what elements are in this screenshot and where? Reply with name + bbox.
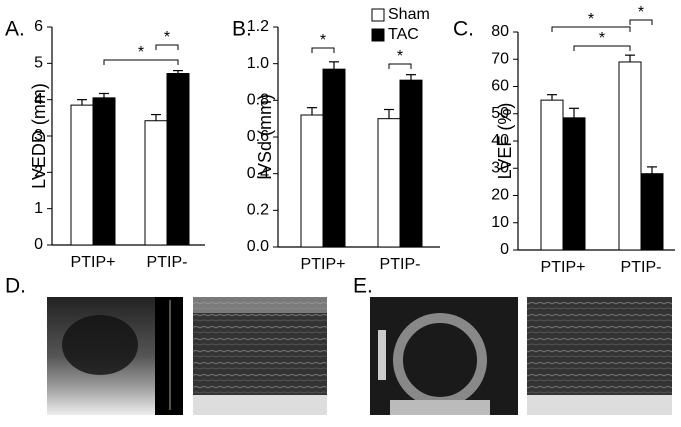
y-axis-title: IVSd (mm) bbox=[255, 94, 275, 180]
image-d1 bbox=[47, 297, 183, 415]
y-tick-label: 60 bbox=[491, 78, 509, 95]
image-e2 bbox=[527, 297, 672, 415]
significance-mark: * bbox=[164, 29, 170, 46]
x-tick-label: PTIP- bbox=[621, 259, 662, 276]
y-tick-label: 0.4 bbox=[247, 165, 269, 182]
x-tick-label: PTIP- bbox=[380, 256, 421, 273]
bar bbox=[70, 104, 94, 246]
bar bbox=[399, 79, 423, 248]
significance-mark: * bbox=[638, 4, 644, 21]
x-tick-label: PTIP- bbox=[147, 254, 188, 271]
y-tick-label: 40 bbox=[491, 132, 509, 149]
bar bbox=[92, 97, 116, 246]
legend-label: Sham bbox=[388, 6, 430, 23]
significance-bracket bbox=[311, 47, 335, 53]
bar bbox=[562, 117, 586, 251]
y-tick-label: 20 bbox=[491, 187, 509, 204]
image-e1 bbox=[370, 297, 518, 415]
y-axis-title: LVEDD (mm) bbox=[29, 83, 49, 189]
significance-mark: * bbox=[599, 30, 605, 47]
panel-label: E. bbox=[353, 275, 373, 298]
significance-mark: * bbox=[138, 44, 144, 61]
y-tick-label: 0.2 bbox=[247, 202, 269, 219]
panel-label: B. bbox=[232, 18, 252, 41]
x-tick-label: PTIP+ bbox=[541, 259, 586, 276]
y-tick-label: 0.6 bbox=[247, 128, 269, 145]
significance-mark: * bbox=[588, 11, 594, 28]
y-tick-label: 6 bbox=[34, 18, 43, 35]
panel-label: C. bbox=[453, 18, 474, 41]
significance-bracket bbox=[551, 26, 631, 32]
y-tick-label: 10 bbox=[491, 214, 509, 231]
bar bbox=[640, 173, 664, 251]
significance-bracket bbox=[573, 45, 631, 51]
y-tick-label: 70 bbox=[491, 50, 509, 67]
y-tick-label: 4 bbox=[34, 91, 43, 108]
significance-bracket bbox=[388, 63, 412, 69]
legend-label: TAC bbox=[388, 26, 419, 43]
x-tick-label: PTIP+ bbox=[71, 254, 116, 271]
x-tick-label: PTIP+ bbox=[301, 256, 346, 273]
bar bbox=[377, 118, 401, 248]
bar bbox=[322, 68, 346, 248]
significance-mark: * bbox=[397, 48, 403, 65]
significance-bracket bbox=[103, 59, 179, 65]
legend-swatch bbox=[371, 8, 385, 22]
y-tick-label: 2 bbox=[34, 164, 43, 181]
y-axis-title: LVEF (%) bbox=[495, 103, 515, 180]
significance-bracket bbox=[629, 19, 653, 25]
significance-mark: * bbox=[320, 32, 326, 49]
y-tick-label: 50 bbox=[491, 105, 509, 122]
bar bbox=[144, 120, 168, 246]
image-d2 bbox=[193, 297, 327, 415]
y-tick-label: 0.0 bbox=[247, 238, 269, 255]
panel-label: D. bbox=[5, 275, 26, 298]
legend-swatch bbox=[371, 28, 385, 42]
y-tick-label: 30 bbox=[491, 159, 509, 176]
significance-bracket bbox=[155, 44, 179, 50]
y-tick-label: 1 bbox=[34, 200, 43, 217]
y-tick-label: 5 bbox=[34, 55, 43, 72]
panel-label: A. bbox=[5, 18, 25, 41]
y-tick-label: 0.8 bbox=[247, 92, 269, 109]
y-tick-label: 0 bbox=[34, 236, 43, 253]
y-tick-label: 3 bbox=[34, 127, 43, 144]
y-tick-label: 80 bbox=[491, 23, 509, 40]
y-tick-label: 0 bbox=[500, 241, 509, 258]
y-tick-label: 1.0 bbox=[247, 55, 269, 72]
bar bbox=[540, 99, 564, 251]
bar bbox=[618, 61, 642, 251]
y-tick-label: 1.2 bbox=[247, 18, 269, 35]
bar bbox=[166, 73, 190, 246]
bar bbox=[300, 114, 324, 248]
